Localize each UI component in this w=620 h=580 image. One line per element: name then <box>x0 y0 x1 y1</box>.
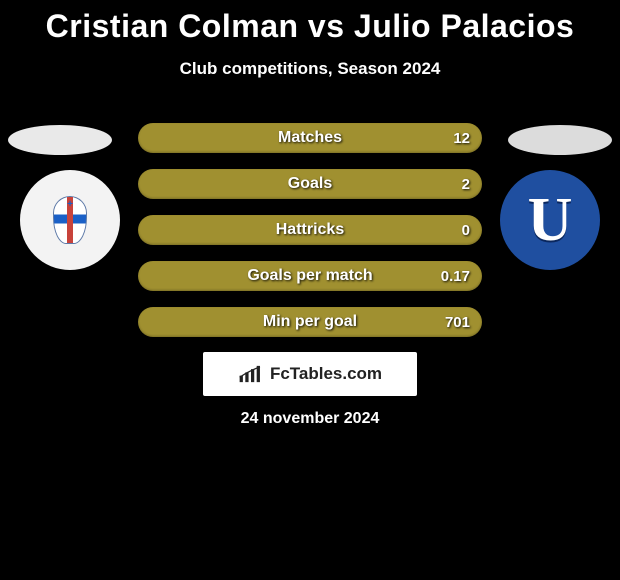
stats-bars: Matches12 Goals2 Hattricks0 Goals per match… <box>138 123 482 353</box>
left-ellipse <box>8 125 112 155</box>
stat-label: Hattricks <box>138 221 482 239</box>
stat-bar: Matches12 <box>138 123 482 153</box>
left-club-badge <box>20 170 120 270</box>
brand-box[interactable]: FcTables.com <box>203 352 417 396</box>
club-letter: U <box>528 189 573 251</box>
right-club-badge: U <box>500 170 600 270</box>
brand-text: FcTables.com <box>270 364 382 384</box>
page-subtitle: Club competitions, Season 2024 <box>0 59 620 79</box>
date-text: 24 november 2024 <box>0 410 620 428</box>
stat-label: Goals per match <box>138 267 482 285</box>
stat-bar: Min per goal701 <box>138 307 482 337</box>
stat-value: 12 <box>453 130 470 147</box>
stat-value: 2 <box>462 176 470 193</box>
right-ellipse <box>508 125 612 155</box>
stat-label: Min per goal <box>138 313 482 331</box>
stat-bar: Goals2 <box>138 169 482 199</box>
page-title: Cristian Colman vs Julio Palacios <box>0 0 620 45</box>
stat-value: 0.17 <box>441 268 470 285</box>
stat-value: 701 <box>445 314 470 331</box>
stat-bar: Goals per match0.17 <box>138 261 482 291</box>
shield-icon <box>53 196 87 244</box>
stat-bar: Hattricks0 <box>138 215 482 245</box>
stat-value: 0 <box>462 222 470 239</box>
stat-label: Goals <box>138 175 482 193</box>
barchart-icon <box>238 363 264 385</box>
stat-label: Matches <box>138 129 482 147</box>
